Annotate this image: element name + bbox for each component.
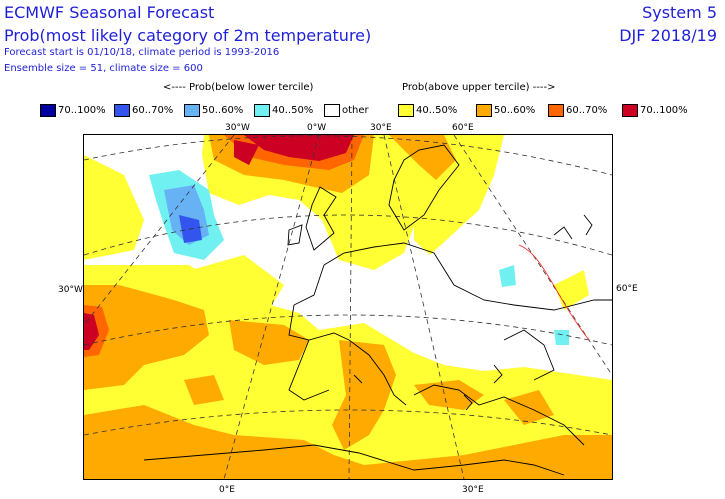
legend-label: 70..100% xyxy=(58,104,106,116)
legend-item: 60..70% xyxy=(114,103,173,117)
coastlines xyxy=(143,144,612,476)
legend-label: 50..60% xyxy=(494,104,536,116)
legend-label: 60..70% xyxy=(132,104,174,116)
legend-swatch xyxy=(324,103,340,117)
forecast-map xyxy=(83,134,613,480)
legend-swatch xyxy=(622,103,638,117)
legend-label: 40..50% xyxy=(416,104,458,116)
chart-subtitle: Prob(most likely category of 2m temperat… xyxy=(4,26,372,45)
legend-item: 70..100% xyxy=(40,103,106,117)
legend-item: 50..60% xyxy=(184,103,243,117)
season-label: DJF 2018/19 xyxy=(619,26,717,45)
legend-swatch xyxy=(476,103,492,117)
legend-item: 60..70% xyxy=(548,103,607,117)
legend-label: 40..50% xyxy=(272,104,314,116)
legend-item: 70..100% xyxy=(622,103,688,117)
lon-label-top-30e: 30°E xyxy=(370,123,392,133)
legend-swatch xyxy=(548,103,564,117)
legend-swatch xyxy=(254,103,270,117)
legend-swatch xyxy=(114,103,130,117)
legend-item: other xyxy=(324,103,369,117)
lon-label-bottom-0: 0°E xyxy=(219,485,235,495)
lon-label-left-30w: 30°W xyxy=(58,285,83,295)
legend-swatch xyxy=(184,103,200,117)
lon-label-bottom-30e: 30°E xyxy=(462,485,484,495)
legend-label: 50..60% xyxy=(202,104,244,116)
legend-label: other xyxy=(342,104,369,116)
lon-label-right-60e: 60°E xyxy=(616,284,638,294)
chart-title: ECMWF Seasonal Forecast xyxy=(4,3,215,22)
ensemble-info: Ensemble size = 51, climate size = 600 xyxy=(4,63,203,74)
map-svg xyxy=(84,135,612,479)
legend-item: 50..60% xyxy=(476,103,535,117)
legend-item: 40..50% xyxy=(398,103,457,117)
lon-label-top-30w: 30°W xyxy=(225,123,250,133)
legend-label: 70..100% xyxy=(640,104,688,116)
above-tercile-label: Prob(above upper tercile) ----> xyxy=(402,82,556,93)
lon-label-top-60e: 60°E xyxy=(452,123,474,133)
legend-label: 60..70% xyxy=(566,104,608,116)
prob-above-70-100 xyxy=(84,135,354,350)
system-label: System 5 xyxy=(642,3,717,22)
below-tercile-label: <---- Prob(below lower tercile) xyxy=(163,82,314,93)
forecast-info: Forecast start is 01/10/18, climate peri… xyxy=(4,47,280,58)
graticule xyxy=(84,135,612,479)
legend-swatch xyxy=(398,103,414,117)
legend-item: 40..50% xyxy=(254,103,313,117)
border-line xyxy=(518,244,590,341)
legend-swatch xyxy=(40,103,56,117)
lon-label-top-0: 0°W xyxy=(307,123,327,133)
